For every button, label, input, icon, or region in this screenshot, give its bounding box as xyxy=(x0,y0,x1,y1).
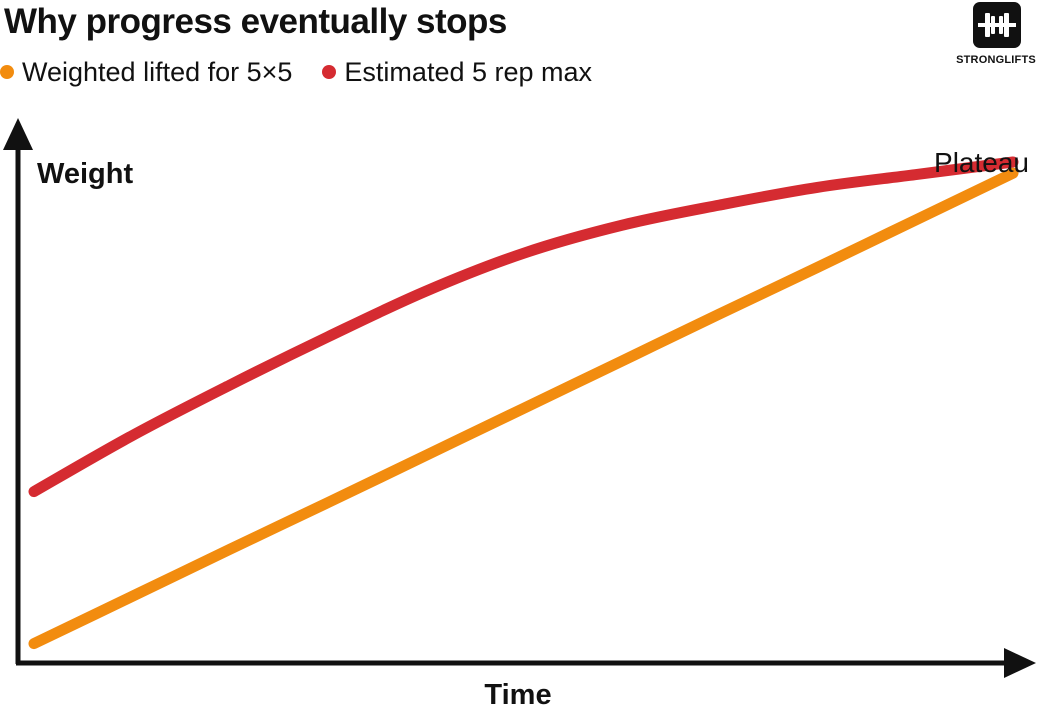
legend-item-weight-lifted: Weighted lifted for 5×5 xyxy=(0,57,292,88)
legend-label-rep-max: Estimated 5 rep max xyxy=(344,56,593,87)
y-axis-label: Weight xyxy=(37,158,133,190)
series-line-1 xyxy=(28,156,1019,498)
axes xyxy=(3,118,1036,678)
barbell-icon xyxy=(978,13,1016,37)
series-layer xyxy=(28,156,1019,650)
chart-legend: Weighted lifted for 5×5 Estimated 5 rep … xyxy=(0,54,622,90)
x-axis-label: Time xyxy=(484,679,551,711)
legend-item-rep-max: Estimated 5 rep max xyxy=(322,57,592,88)
series-line-0 xyxy=(28,167,1019,650)
legend-dot-orange xyxy=(0,65,14,79)
legend-label-weight-lifted: Weighted lifted for 5×5 xyxy=(22,56,293,87)
y-axis-arrow xyxy=(3,118,33,150)
legend-dot-red xyxy=(322,65,337,79)
logo-wordmark: STRONGLIFTS xyxy=(956,54,1036,66)
x-axis-arrow xyxy=(1004,648,1036,678)
plateau-annotation: Plateau xyxy=(934,147,1029,178)
chart-title: Why progress eventually stops xyxy=(4,2,507,41)
logo-badge xyxy=(973,2,1021,48)
stronglifts-logo: STRONGLIFTS xyxy=(955,2,1037,70)
